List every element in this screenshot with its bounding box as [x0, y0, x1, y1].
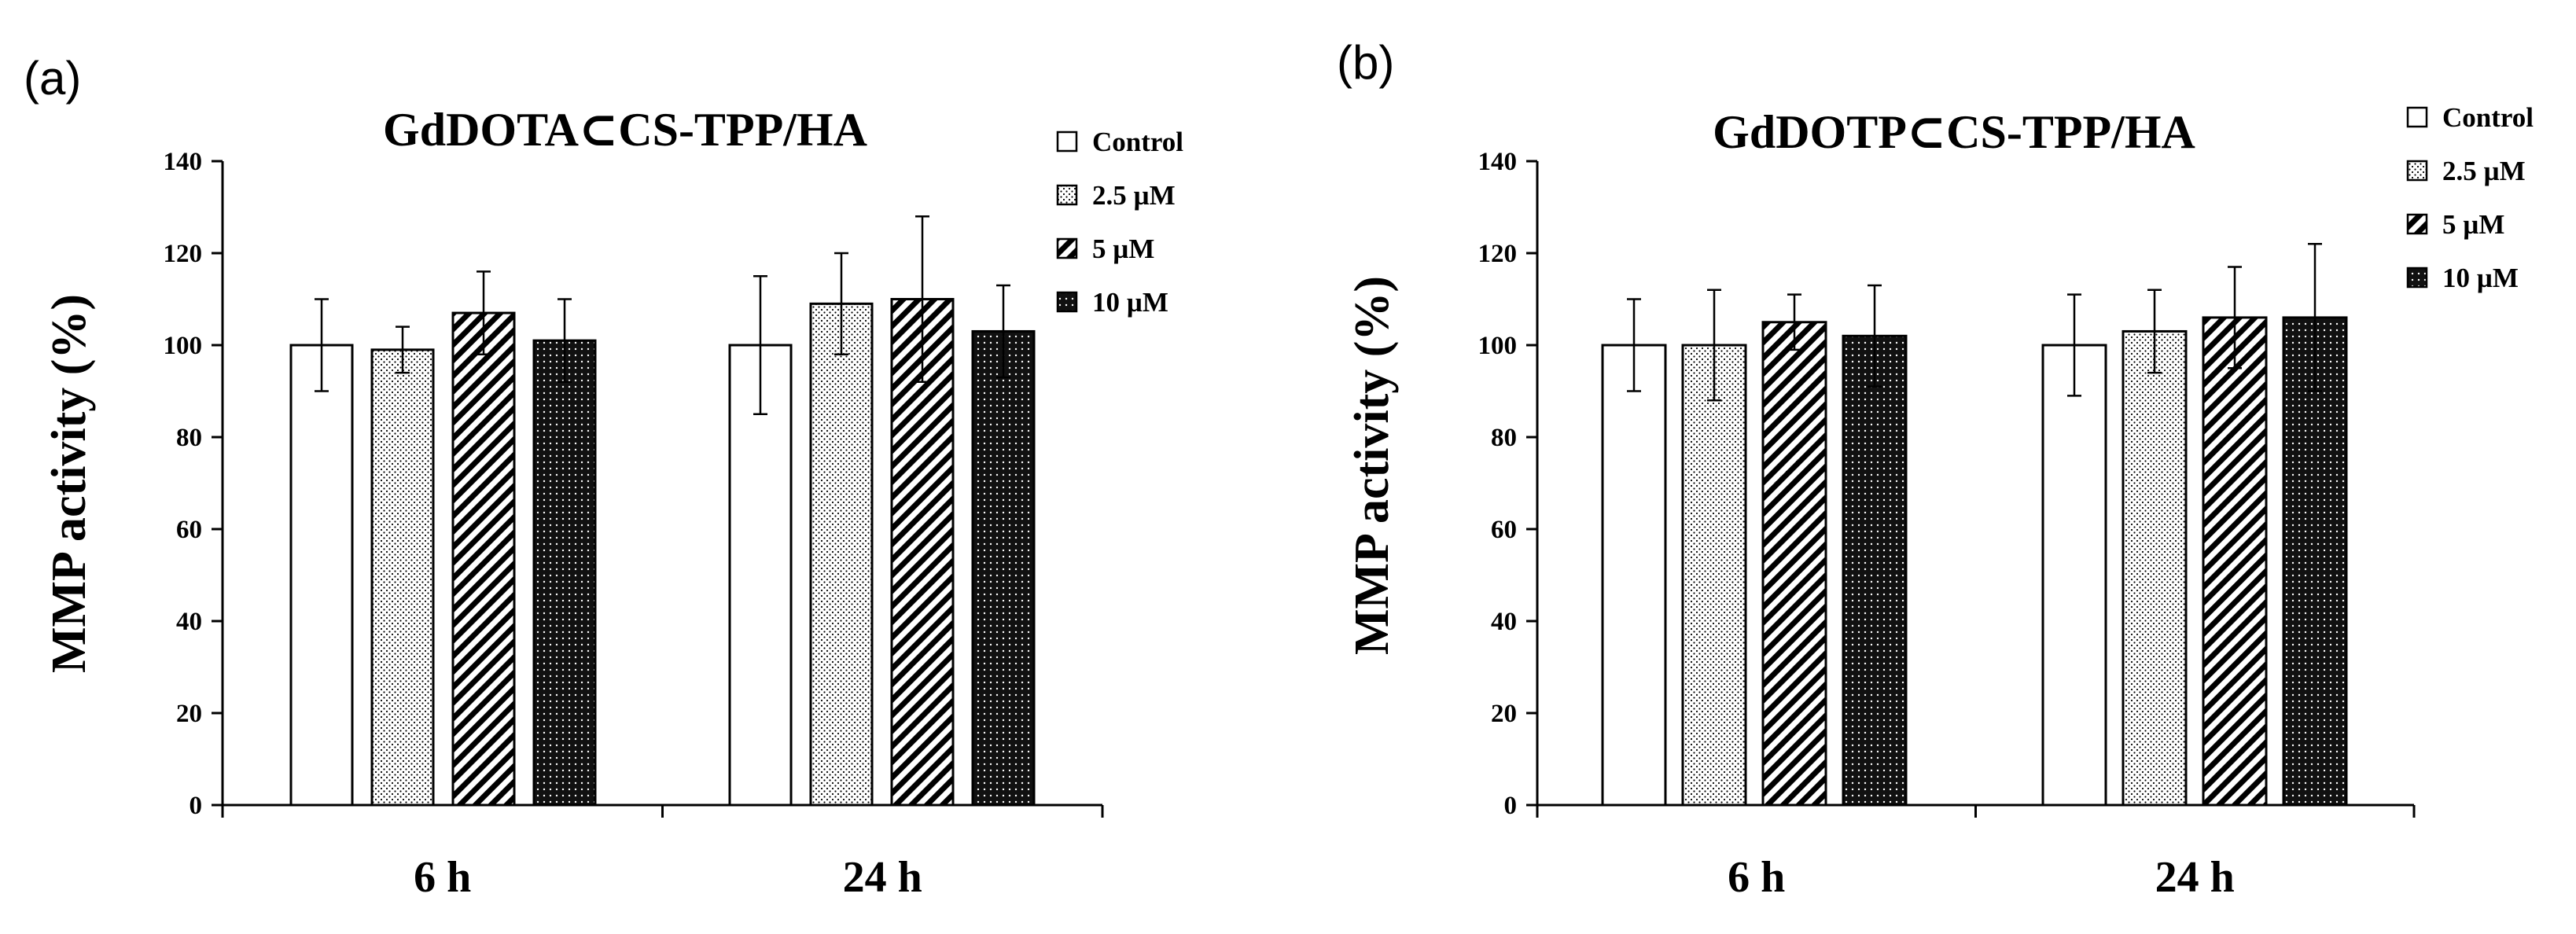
y-tick-label: 60: [1491, 516, 1517, 544]
y-tick-label: 120: [1478, 240, 1518, 268]
legend: Control 2.5 µM 5 µM 10 µM: [2406, 102, 2534, 293]
y-axis-label: MMP activity (%): [1345, 276, 1399, 655]
legend-swatch: [2406, 106, 2428, 128]
x-tick-label: 6 h: [1728, 853, 1785, 902]
bar: [2122, 329, 2188, 807]
y-tick-label: 140: [164, 148, 203, 176]
bar: [1761, 321, 1827, 807]
legend-swatch: [1056, 184, 1078, 206]
bar: [370, 348, 435, 807]
legend-swatch: [2406, 213, 2428, 235]
legend-label: 2.5 µM: [1092, 180, 1176, 211]
bar: [2202, 316, 2268, 807]
chart-panel-b: (b) GdDOTP⊂CS-TPP/HA MMP activity (%) 0 20 40…: [1337, 36, 2534, 902]
legend-swatch: [1056, 291, 1078, 313]
bar: [451, 311, 516, 807]
x-tick-label: 24 h: [2155, 853, 2235, 902]
legend-swatch: [2406, 160, 2428, 182]
chart-title: GdDOTP⊂CS-TPP/HA: [1713, 106, 2195, 158]
y-tick-label: 20: [1491, 700, 1517, 728]
y-tick-label: 0: [190, 792, 203, 820]
y-tick-label: 60: [176, 516, 202, 544]
y-tick-label: 80: [176, 424, 202, 452]
chart-panel-a: (a) GdDOTA⊂CS-TPP/HA MMP activity (%) 0 20 40…: [24, 52, 1183, 902]
y-tick-label: 0: [1504, 792, 1518, 820]
legend-swatch: [2406, 267, 2428, 289]
y-tick-label: 40: [176, 608, 202, 636]
x-tick-label: 24 h: [843, 853, 922, 902]
bar: [809, 302, 874, 807]
bar: [532, 339, 597, 807]
legend-label: 2.5 µM: [2442, 156, 2526, 186]
panel-label: (a): [24, 52, 81, 105]
legend-label: 5 µM: [2442, 209, 2504, 240]
bar: [2041, 344, 2107, 807]
legend-label: 10 µM: [1092, 287, 1168, 318]
bar: [1842, 334, 1908, 807]
legend-label: Control: [2442, 102, 2534, 133]
y-axis-label: MMP activity (%): [42, 294, 96, 673]
legend-swatch: [1056, 237, 1078, 259]
bar: [728, 344, 793, 807]
y-tick-label: 120: [164, 240, 203, 268]
chart-title: GdDOTA⊂CS-TPP/HA: [383, 104, 867, 156]
legend: Control 2.5 µM 5 µM 10 µM: [1056, 127, 1183, 318]
y-tick-label: 140: [1478, 148, 1518, 176]
y-tick-label: 100: [164, 332, 203, 360]
bar: [1601, 344, 1667, 807]
legend-label: 5 µM: [1092, 234, 1154, 264]
y-tick-label: 40: [1491, 608, 1517, 636]
legend-label: Control: [1092, 127, 1183, 157]
bar: [289, 344, 354, 807]
bar: [971, 329, 1036, 807]
x-tick-label: 6 h: [414, 853, 471, 902]
y-tick-label: 20: [176, 700, 202, 728]
legend-label: 10 µM: [2442, 263, 2519, 293]
bar: [1681, 344, 1747, 807]
panel-label: (b): [1337, 36, 1394, 89]
y-tick-label: 80: [1491, 424, 1517, 452]
legend-swatch: [1056, 131, 1078, 153]
bar: [890, 298, 955, 807]
y-tick-label: 100: [1478, 332, 1518, 360]
